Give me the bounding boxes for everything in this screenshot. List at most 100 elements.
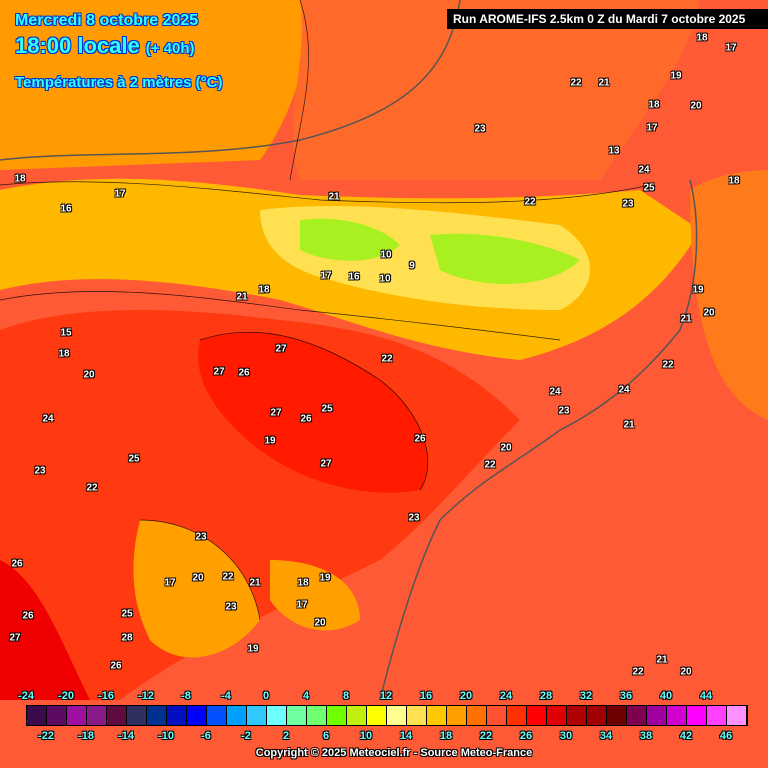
legend-swatch bbox=[707, 706, 727, 725]
legend-swatch bbox=[607, 706, 627, 725]
legend-swatch bbox=[27, 706, 47, 725]
legend-tick-bottom: -14 bbox=[118, 730, 134, 742]
legend-swatch bbox=[307, 706, 327, 725]
temperature-label: 26 bbox=[11, 558, 23, 570]
legend-tick-top: 32 bbox=[579, 690, 593, 702]
legend-swatch bbox=[247, 706, 267, 725]
legend-swatch bbox=[487, 706, 507, 725]
legend-tick-top: 40 bbox=[659, 690, 673, 702]
legend-tick-top: -4 bbox=[221, 690, 231, 702]
temperature-label: 9 bbox=[409, 260, 415, 272]
legend-swatch bbox=[367, 706, 387, 725]
temperature-label: 20 bbox=[192, 572, 204, 584]
temperature-label: 26 bbox=[238, 367, 250, 379]
temperature-label: 21 bbox=[656, 654, 668, 666]
legend-swatch bbox=[507, 706, 527, 725]
temperature-label: 25 bbox=[121, 608, 133, 620]
legend-swatch bbox=[567, 706, 587, 725]
legend-swatch bbox=[527, 706, 547, 725]
legend-swatch bbox=[227, 706, 247, 725]
legend-tick-bottom: 14 bbox=[399, 730, 413, 742]
temperature-label: 22 bbox=[222, 571, 234, 583]
legend-swatch bbox=[587, 706, 607, 725]
legend-tick-top: -24 bbox=[18, 690, 34, 702]
legend-tick-top: -8 bbox=[181, 690, 191, 702]
temperature-label: 17 bbox=[646, 122, 658, 134]
legend-swatch bbox=[147, 706, 167, 725]
temperature-label: 23 bbox=[408, 512, 420, 524]
legend-swatch bbox=[467, 706, 487, 725]
legend-tick-bottom: 26 bbox=[519, 730, 533, 742]
cool-zone-northwest bbox=[0, 0, 307, 170]
legend-tick-top: 16 bbox=[419, 690, 433, 702]
temperature-label: 18 bbox=[58, 348, 70, 360]
temperature-label: 20 bbox=[703, 307, 715, 319]
temperature-label: 22 bbox=[632, 666, 644, 678]
temperature-label: 17 bbox=[296, 599, 308, 611]
temperature-label: 22 bbox=[570, 77, 582, 89]
legend-swatch bbox=[347, 706, 367, 725]
east-coast-yellow bbox=[690, 170, 768, 420]
temperature-label: 19 bbox=[692, 284, 704, 296]
temperature-label: 10 bbox=[380, 249, 392, 261]
legend-tick-bottom: 18 bbox=[439, 730, 453, 742]
temperature-label: 18 bbox=[728, 175, 740, 187]
legend-swatch bbox=[627, 706, 647, 725]
temperature-label: 22 bbox=[662, 359, 674, 371]
temperature-label: 27 bbox=[270, 407, 282, 419]
temperature-label: 17 bbox=[320, 270, 332, 282]
temperature-label: 25 bbox=[128, 453, 140, 465]
legend-swatch bbox=[87, 706, 107, 725]
legend-swatch bbox=[687, 706, 707, 725]
legend-swatch bbox=[667, 706, 687, 725]
temperature-label: 20 bbox=[690, 100, 702, 112]
legend-swatch bbox=[547, 706, 567, 725]
temperature-label: 24 bbox=[638, 164, 650, 176]
legend-tick-bottom: 6 bbox=[322, 730, 330, 742]
temperature-label: 22 bbox=[484, 459, 496, 471]
legend-tick-top: 36 bbox=[619, 690, 633, 702]
temperature-label: 10 bbox=[379, 273, 391, 285]
legend-tick-bottom: -10 bbox=[158, 730, 174, 742]
temperature-label: 27 bbox=[275, 343, 287, 355]
legend-swatch bbox=[427, 706, 447, 725]
temperature-label: 21 bbox=[598, 77, 610, 89]
legend-swatch bbox=[407, 706, 427, 725]
temperature-label: 21 bbox=[249, 577, 261, 589]
temperature-label: 20 bbox=[680, 666, 692, 678]
temperature-label: 27 bbox=[213, 366, 225, 378]
legend-tick-bottom: 10 bbox=[359, 730, 373, 742]
temperature-label: 20 bbox=[500, 442, 512, 454]
legend-tick-top: 0 bbox=[262, 690, 270, 702]
temperature-label: 18 bbox=[297, 577, 309, 589]
temperature-label: 23 bbox=[558, 405, 570, 417]
southern-hills bbox=[133, 520, 360, 658]
temperature-label: 17 bbox=[114, 188, 126, 200]
legend-swatch bbox=[67, 706, 87, 725]
legend-swatch bbox=[187, 706, 207, 725]
legend-swatch bbox=[207, 706, 227, 725]
run-info: Run AROME-IFS 2.5km 0 Z du Mardi 7 octob… bbox=[447, 9, 768, 29]
temperature-label: 19 bbox=[319, 572, 331, 584]
temperature-label: 17 bbox=[725, 42, 737, 54]
legend-tick-bottom: 38 bbox=[639, 730, 653, 742]
temperature-label: 17 bbox=[164, 577, 176, 589]
legend-tick-top: -12 bbox=[138, 690, 154, 702]
temperature-label: 23 bbox=[622, 198, 634, 210]
legend-tick-bottom: 46 bbox=[719, 730, 733, 742]
copyright: Copyright © 2025 Meteociel.fr - Source M… bbox=[255, 747, 533, 759]
legend-tick-top: -16 bbox=[98, 690, 114, 702]
temperature-label: 20 bbox=[314, 617, 326, 629]
peaks bbox=[300, 218, 580, 284]
legend-tick-bottom: -22 bbox=[38, 730, 54, 742]
temperature-label: 23 bbox=[225, 601, 237, 613]
legend-swatch bbox=[327, 706, 347, 725]
southwest-red bbox=[0, 560, 90, 700]
temperature-label: 21 bbox=[328, 191, 340, 203]
temperature-label: 22 bbox=[524, 196, 536, 208]
legend-tick-top: 28 bbox=[539, 690, 553, 702]
temperature-label: 23 bbox=[474, 123, 486, 135]
color-legend bbox=[26, 705, 748, 726]
temperature-label: 26 bbox=[110, 660, 122, 672]
